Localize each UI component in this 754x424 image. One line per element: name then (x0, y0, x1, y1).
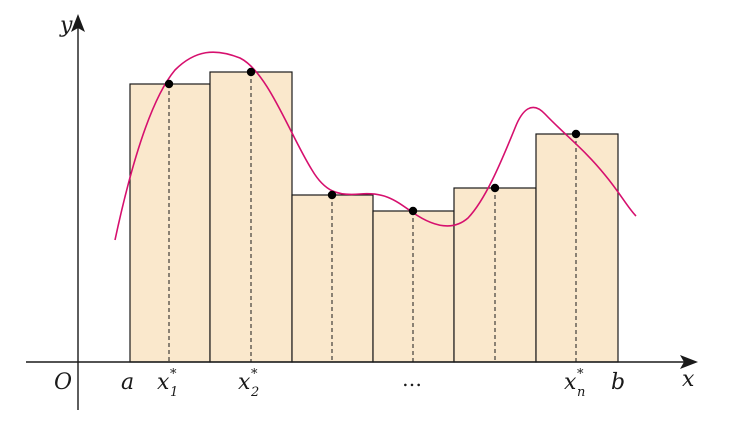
origin-label: O (54, 370, 72, 395)
function-curve (114, 51, 637, 241)
sample-guides (168, 72, 577, 362)
sample-label-n-base: x (564, 370, 577, 395)
y-axis-arrowhead (71, 14, 85, 32)
sample-label-2-star: * (251, 367, 258, 382)
sample-label-1-star: * (170, 367, 177, 382)
sample-label-n-star: * (577, 367, 584, 382)
ellipsis-label: … (402, 367, 422, 391)
a-label: a (121, 370, 134, 395)
rectangle-6 (535, 133, 619, 363)
sample-points (164, 67, 581, 216)
x-axis-label: x (682, 367, 695, 392)
sample-label-2: x * 2 (238, 367, 259, 400)
sample-point-3 (327, 190, 337, 200)
rectangle-3 (291, 194, 374, 363)
b-label: b (611, 370, 625, 395)
sample-label-2-base: x (238, 370, 251, 395)
sample-label-1-sub: 1 (170, 385, 178, 400)
sample-label-n-sub: n (577, 385, 585, 400)
axes (26, 28, 684, 410)
sample-point-2 (246, 67, 256, 77)
sample-label-1-base: x (157, 370, 170, 395)
y-axis-label: y (59, 13, 73, 38)
rectangles (129, 71, 619, 363)
sample-label-2-sub: 2 (250, 385, 259, 400)
x-axis-arrowhead (680, 355, 698, 369)
sample-point-5 (490, 183, 500, 193)
sample-point-1 (164, 79, 174, 89)
rectangle-1 (129, 83, 211, 363)
sample-point-4 (408, 206, 418, 216)
sample-label-1: x * 1 (157, 367, 178, 400)
sample-label-n: x * n (564, 367, 585, 400)
sample-point-6 (571, 129, 581, 139)
